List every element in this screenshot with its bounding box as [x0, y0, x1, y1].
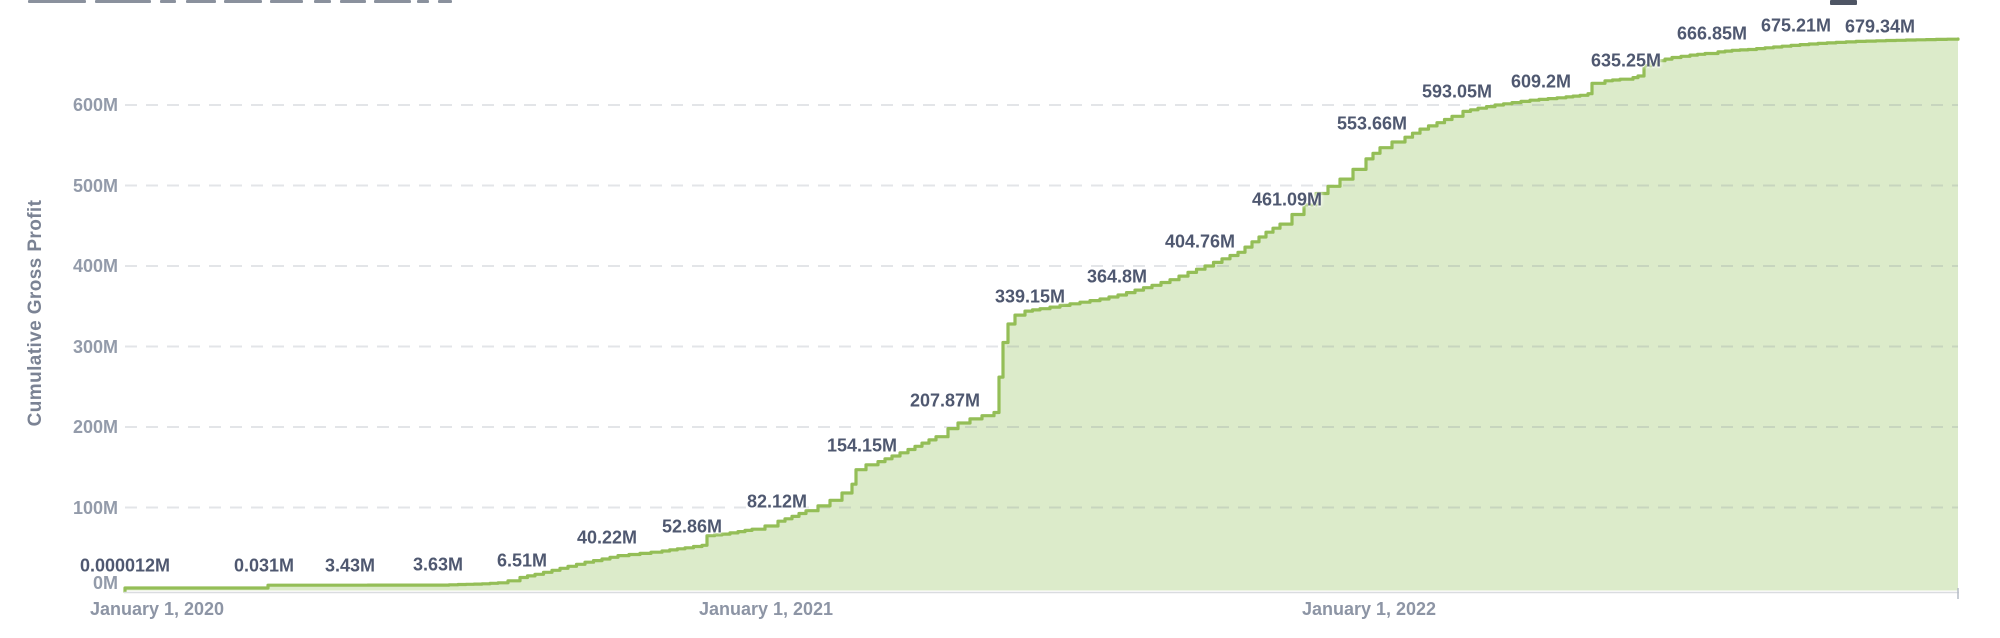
- series-line: [123, 37, 1960, 594]
- area-fill: [125, 39, 1958, 591]
